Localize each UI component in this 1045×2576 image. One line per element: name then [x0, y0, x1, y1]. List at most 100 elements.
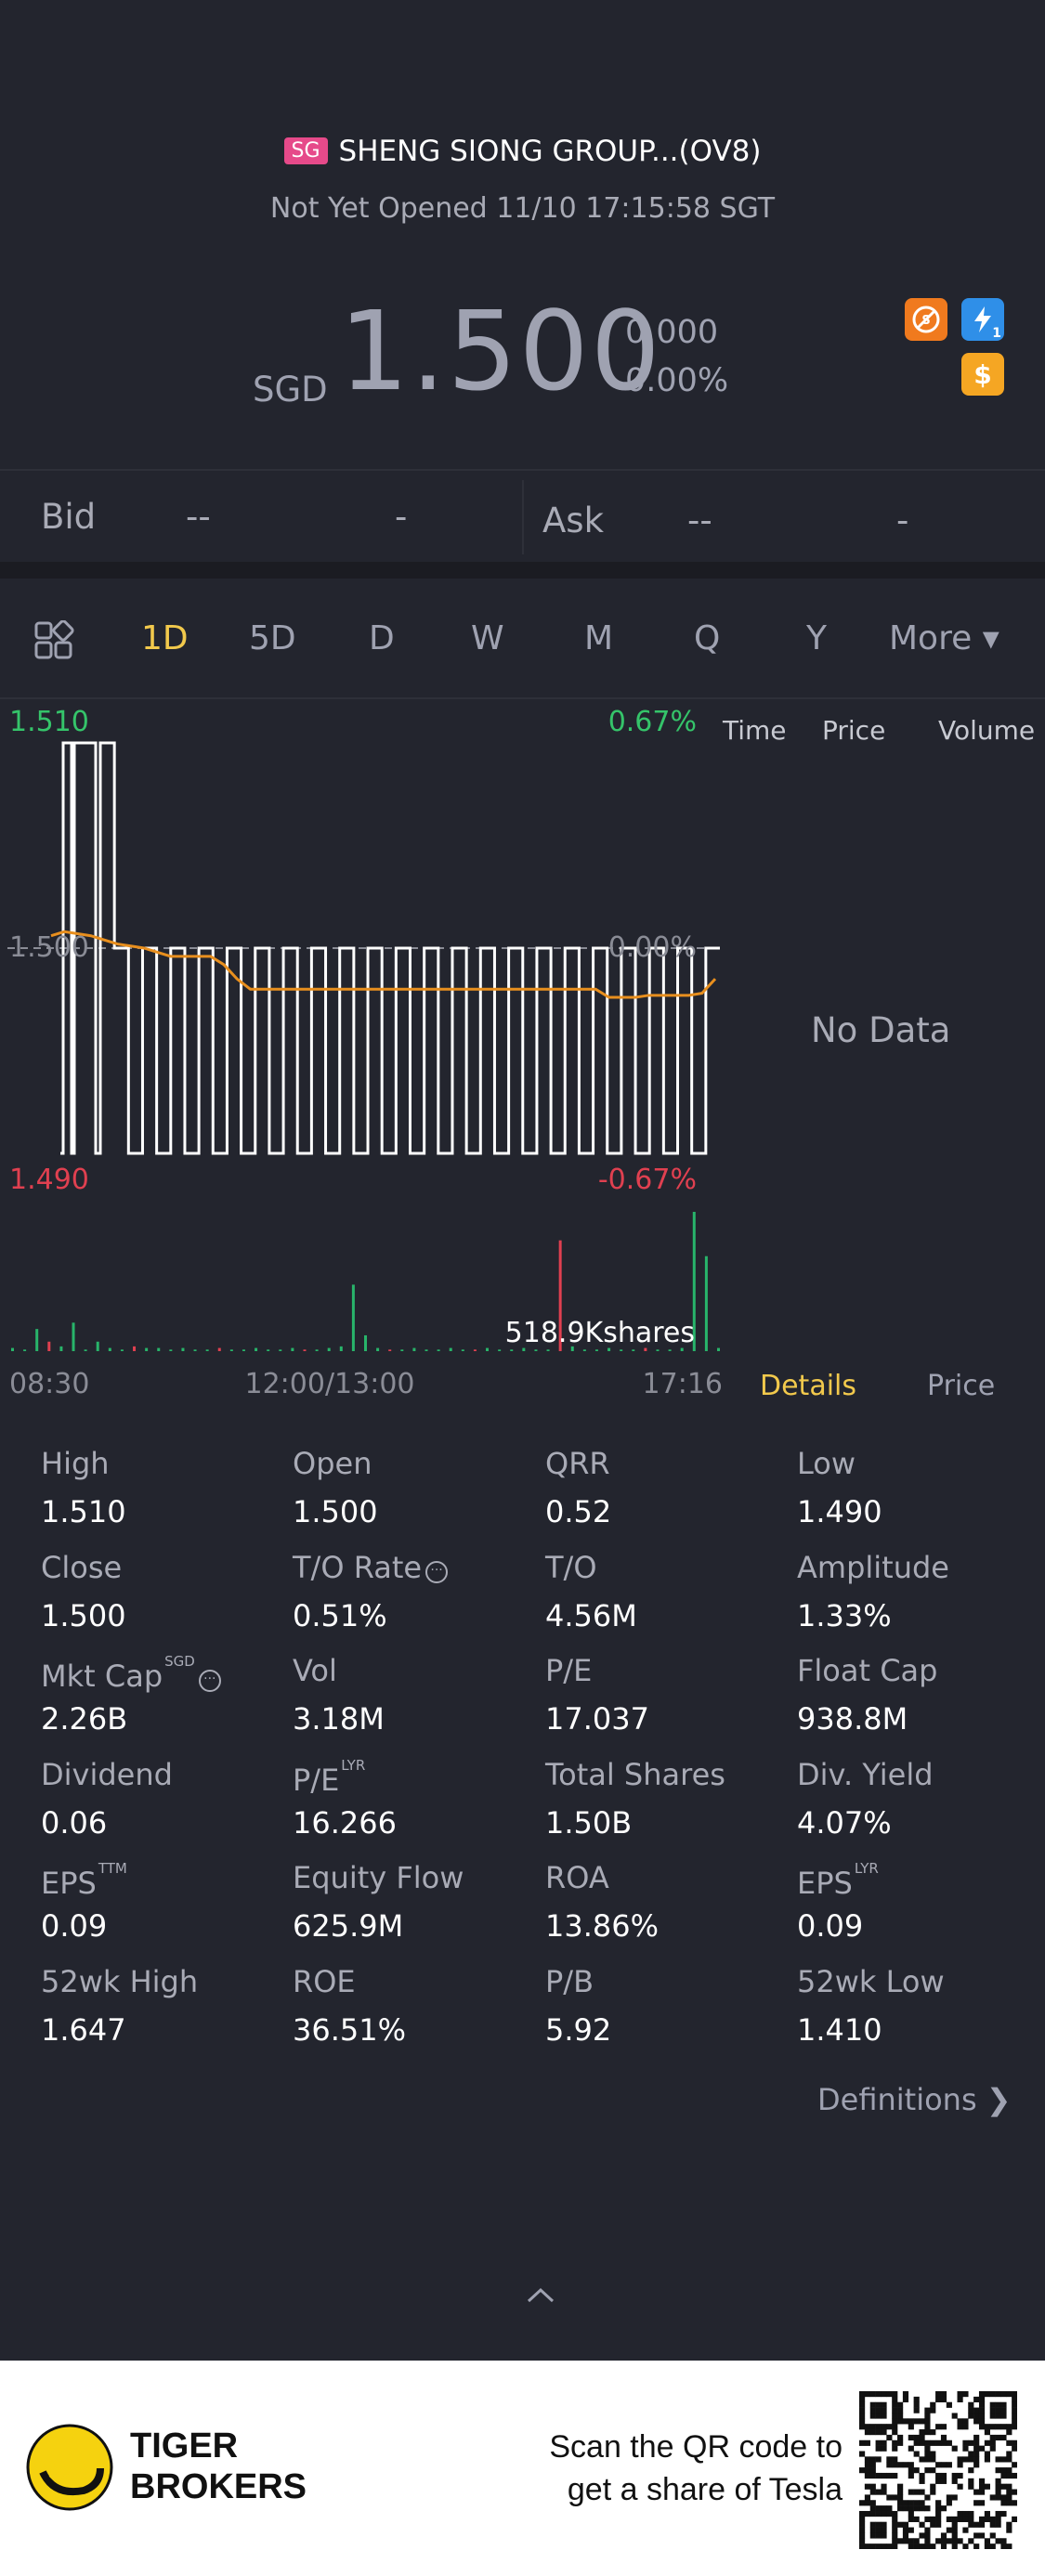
tab-q[interactable]: Q	[694, 619, 721, 657]
qr-module	[978, 2396, 986, 2403]
qr-module	[859, 2516, 866, 2522]
qr-module	[859, 2521, 866, 2528]
qr-module	[978, 2516, 986, 2522]
qr-module	[940, 2462, 947, 2468]
qr-module	[930, 2439, 936, 2446]
definitions-link[interactable]: Definitions ❯	[817, 2082, 1012, 2117]
volume-bar	[11, 1347, 14, 1351]
qr-module	[875, 2521, 882, 2528]
qr-module	[864, 2483, 871, 2490]
stat-label: Open	[293, 1446, 372, 1481]
volume-bar	[84, 1349, 87, 1351]
tab-d[interactable]: D	[369, 619, 395, 657]
volume-bar	[169, 1349, 173, 1351]
layout-grid-icon[interactable]	[33, 619, 74, 665]
tab-1d[interactable]: 1D	[141, 619, 189, 657]
qr-module	[935, 2462, 942, 2468]
qr-module	[984, 2543, 990, 2550]
volume-bar	[376, 1347, 380, 1351]
qr-module	[869, 2472, 876, 2479]
qr-module	[924, 2543, 931, 2550]
stat-value: 4.56M	[545, 1598, 637, 1633]
qr-module	[892, 2456, 898, 2463]
tab-details[interactable]: Details	[760, 1370, 857, 1402]
qr-module	[902, 2521, 909, 2528]
qr-module	[869, 2467, 876, 2474]
stat-label: EPS TTM	[41, 1860, 127, 1901]
side-time-header: Time	[723, 715, 787, 746]
lightning-icon[interactable]: 1	[961, 298, 1004, 341]
qr-module	[930, 2489, 936, 2495]
qr-module	[859, 2439, 866, 2446]
tab-y[interactable]: Y	[806, 619, 827, 657]
x-end-label: 17:16	[643, 1368, 723, 1400]
qr-module	[892, 2418, 898, 2425]
qr-module	[978, 2521, 986, 2528]
volume-bar	[364, 1334, 367, 1351]
qr-module	[881, 2401, 887, 2408]
qr-module	[957, 2462, 963, 2468]
intraday-chart[interactable]: 1.510 0.67% 1.500 0.00% 1.490 -0.67% 518.9Ksha…	[0, 701, 725, 1425]
more-info-icon[interactable]: ···	[425, 1561, 449, 1583]
qr-module	[951, 2543, 958, 2550]
volume-bar	[72, 1322, 75, 1351]
more-info-icon[interactable]: ···	[198, 1670, 221, 1692]
qr-module	[919, 2429, 925, 2436]
stat-label-text: T/O Rate	[293, 1550, 423, 1585]
qr-module	[995, 2478, 1001, 2484]
section-divider	[0, 562, 1045, 579]
qr-module	[875, 2472, 882, 2479]
stat-value: 1.500	[293, 1494, 378, 1529]
no-short-icon[interactable]: S	[905, 298, 947, 341]
stat-label-text: Equity Flow	[293, 1860, 464, 1895]
last-price: 1.500	[339, 287, 662, 415]
chevron-up-icon[interactable]	[525, 2280, 556, 2312]
qr-module	[984, 2456, 990, 2463]
qr-module	[924, 2532, 931, 2539]
stat-value: 5.92	[545, 2012, 612, 2048]
stat-value: 4.07%	[797, 1805, 892, 1841]
qr-module	[913, 2396, 920, 2403]
qr-module	[978, 2391, 986, 2398]
qr-module	[881, 2445, 887, 2452]
quote-header: SG SHENG SIONG GROUP...(OV8) Not Yet Open…	[0, 0, 1045, 464]
tab-5d[interactable]: 5D	[249, 619, 296, 657]
qr-module	[1000, 2483, 1007, 2490]
qr-module	[968, 2478, 974, 2484]
qr-module	[978, 2500, 986, 2506]
stat-value: 3.18M	[293, 1701, 385, 1737]
stat-label-text: 52wk Low	[797, 1964, 945, 1999]
stat-value: 625.9M	[293, 1908, 404, 1944]
tab-w[interactable]: W	[471, 619, 504, 657]
qr-module	[864, 2500, 871, 2506]
volume-bar	[388, 1349, 392, 1351]
x-mid-label: 12:00/13:00	[244, 1368, 414, 1400]
stock-title[interactable]: SG SHENG SIONG GROUP...(OV8)	[0, 135, 1045, 168]
stat-label: 52wk High	[41, 1964, 198, 1999]
stat-label-sup: LYR	[854, 1860, 879, 1877]
qr-module	[984, 2429, 990, 2436]
qr-module	[908, 2510, 914, 2517]
qr-module	[869, 2489, 876, 2495]
qr-module	[1006, 2451, 1012, 2457]
qr-module	[995, 2434, 1001, 2441]
qr-module	[875, 2505, 882, 2512]
qr-module	[913, 2401, 920, 2408]
qr-module	[859, 2418, 866, 2425]
qr-module	[995, 2401, 1001, 2408]
qr-module	[875, 2439, 882, 2446]
tab-m[interactable]: M	[584, 619, 614, 657]
qr-module	[930, 2407, 936, 2413]
volume-bar	[594, 1349, 598, 1351]
qr-module	[913, 2489, 920, 2495]
qr-module	[940, 2439, 947, 2446]
qr-module	[869, 2510, 876, 2517]
tab-more[interactable]: More ▾	[889, 619, 999, 657]
qr-module	[897, 2505, 904, 2512]
scan-line2: get a share of Tesla	[567, 2472, 843, 2507]
qr-module	[913, 2500, 920, 2506]
stat-label-text: QRR	[545, 1446, 610, 1481]
tab-price-detail[interactable]: Price	[927, 1370, 996, 1402]
qr-module	[908, 2527, 914, 2533]
dollar-icon[interactable]: $	[961, 353, 1004, 396]
